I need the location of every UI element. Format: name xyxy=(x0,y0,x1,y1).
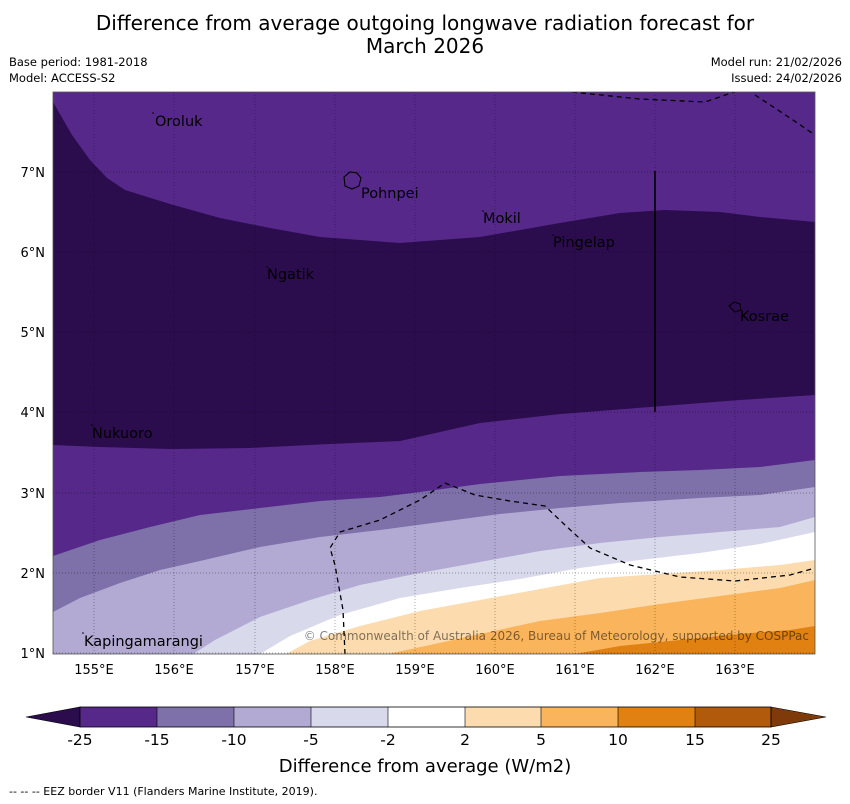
issued-date: Issued: 24/02/2026 xyxy=(731,71,842,85)
colorbar-seg-4 xyxy=(311,707,388,727)
band-minus25 xyxy=(53,102,815,449)
lon-label-156e: 156°E xyxy=(154,663,194,678)
footer-legend: -- -- -- EEZ border V11 (Flanders Marine… xyxy=(9,785,318,798)
lon-label-160e: 160°E xyxy=(475,663,515,678)
colorbar-tick-6: 2 xyxy=(460,731,470,749)
colorbar-seg-7 xyxy=(541,707,618,727)
band-10 xyxy=(388,580,815,654)
pohnpei-island xyxy=(343,171,362,190)
kapinga-dot xyxy=(82,632,84,634)
nukuoro-dot xyxy=(91,424,93,426)
place-nukuoro: Nukuoro xyxy=(92,426,153,442)
meta-right: Model run: 21/02/2026 Issued: 24/02/2026 xyxy=(711,54,842,86)
oroluk-dot xyxy=(152,112,154,114)
lat-label-7n: 7°N xyxy=(21,166,46,181)
colorbar-seg-6 xyxy=(465,707,541,727)
place-oroluk: Oroluk xyxy=(155,114,203,130)
colorbar-tick-5: -2 xyxy=(380,731,395,749)
colorbar-seg-1 xyxy=(80,707,157,727)
lon-label-163e: 163°E xyxy=(715,663,755,678)
colorbar-seg-5 xyxy=(388,707,465,727)
place-kapingamarangi: Kapingamarangi xyxy=(84,634,203,650)
lon-label-161e: 161°E xyxy=(555,663,595,678)
colorbar-tick-10: 25 xyxy=(761,731,781,749)
colorbar-frame xyxy=(79,706,772,728)
colorbar-tick-2: -15 xyxy=(144,731,169,749)
map-area xyxy=(53,92,815,654)
colorbar-tick-8: 10 xyxy=(608,731,628,749)
place-pohnpei: Pohnpei xyxy=(361,186,419,202)
colorbar: -25 -15 -10 -5 -2 2 5 10 15 25 Differenc… xyxy=(25,706,827,777)
map-title: Difference from average outgoing longwav… xyxy=(0,12,850,58)
pingelap-dot xyxy=(552,234,554,236)
lon-label-157e: 157°E xyxy=(235,663,275,678)
eez-border xyxy=(329,92,815,654)
colorbar-tick-9: 15 xyxy=(685,731,705,749)
lat-label-6n: 6°N xyxy=(21,246,46,261)
title-line-1: Difference from average outgoing longwav… xyxy=(95,11,755,35)
lon-label-158e: 158°E xyxy=(315,663,355,678)
kosrae-island xyxy=(728,301,742,313)
colorbar-seg-3 xyxy=(234,707,311,727)
map-copyright: © Commonwealth of Australia 2026, Bureau… xyxy=(304,629,809,643)
lon-label-159e: 159°E xyxy=(395,663,435,678)
mokil-dot xyxy=(482,210,484,212)
place-kosrae: Kosrae xyxy=(740,309,789,325)
place-ngatik: Ngatik xyxy=(267,267,315,283)
colorbar-dividers xyxy=(156,707,696,727)
colorbar-extend-high xyxy=(770,706,827,728)
ngatik-dot xyxy=(266,266,268,268)
colorbar-tick-4: -5 xyxy=(303,731,318,749)
colorbar-tick-1: -25 xyxy=(67,731,92,749)
lat-label-5n: 5°N xyxy=(21,326,46,341)
colorbar-tick-3: -10 xyxy=(221,731,246,749)
graticule xyxy=(53,92,815,654)
map-frame xyxy=(52,91,816,655)
meta-left: Base period: 1981-2018 Model: ACCESS-S2 xyxy=(9,54,148,86)
base-period: Base period: 1981-2018 xyxy=(9,55,148,69)
lat-label-2n: 2°N xyxy=(21,567,46,582)
model-name: Model: ACCESS-S2 xyxy=(9,71,116,85)
model-run: Model run: 21/02/2026 xyxy=(710,55,842,69)
colorbar-extend-low xyxy=(25,706,81,728)
colorbar-seg-2 xyxy=(157,707,234,727)
lat-label-1n: 1°N xyxy=(21,647,46,662)
lon-label-155e: 155°E xyxy=(74,663,114,678)
title-line-2: March 2026 xyxy=(365,34,485,58)
colorbar-seg-8 xyxy=(618,707,695,727)
lat-label-4n: 4°N xyxy=(21,406,46,421)
colorbar-tick-7: 5 xyxy=(536,731,546,749)
lat-label-3n: 3°N xyxy=(21,487,46,502)
band-15 xyxy=(575,626,815,654)
place-mokil: Mokil xyxy=(483,211,521,227)
colorbar-seg-9 xyxy=(695,707,771,727)
lon-label-162e: 162°E xyxy=(635,663,675,678)
place-pingelap: Pingelap xyxy=(553,235,615,251)
colorbar-label: Difference from average (W/m2) xyxy=(279,756,571,777)
